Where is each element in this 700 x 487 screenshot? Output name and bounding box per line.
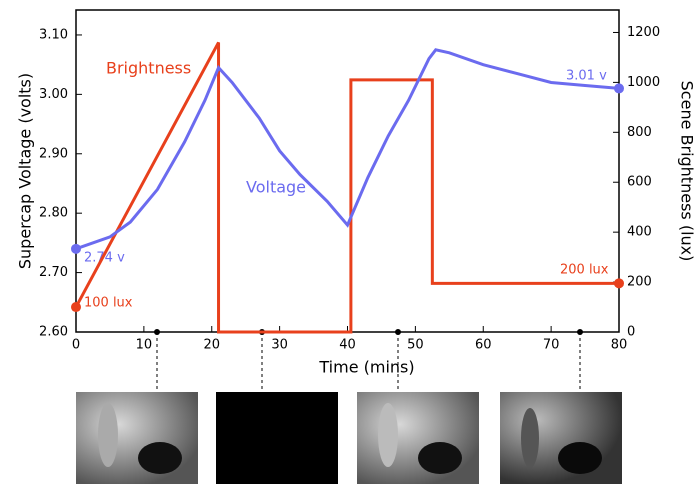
annotation: 200 lux (560, 263, 609, 278)
end-point (71, 302, 81, 313)
y2-tick-label: 0 (627, 325, 635, 340)
series-label: Brightness (106, 59, 191, 78)
x-tick-label: 20 (203, 338, 220, 353)
y2-tick-label: 600 (627, 175, 652, 190)
y2-tick-label: 800 (627, 125, 652, 140)
x-tick-label: 10 (136, 338, 153, 353)
x-tick-label: 70 (543, 338, 560, 353)
line (75, 48, 620, 251)
line (74, 41, 619, 334)
x-tick-label: 50 (407, 338, 424, 353)
annotation: 3.01 v (566, 69, 607, 84)
y2-tick-label: 400 (627, 225, 652, 240)
y-tick-label: 2.60 (39, 325, 68, 340)
y2-tick-label: 1200 (627, 25, 660, 40)
x-tick-label: 30 (271, 338, 288, 353)
x-tick-label: 40 (339, 338, 356, 353)
thumbnail-images (76, 392, 622, 484)
y-tick-label: 2.70 (39, 265, 68, 280)
x-axis-label: Time (mins) (318, 358, 414, 377)
end-point (614, 278, 624, 289)
x-tick-label: 0 (72, 338, 80, 353)
thumbnails (156, 332, 581, 392)
y-axis-label: Supercap Voltage (volts) (16, 73, 35, 269)
y2-axis-label: Scene Brightness (lux) (678, 81, 697, 262)
annotation: 100 lux (84, 296, 133, 311)
series-label: Voltage (246, 178, 306, 197)
y2-tick-label: 200 (627, 275, 652, 290)
y-tick-label: 2.80 (39, 206, 68, 221)
y-tick-label: 2.90 (39, 146, 68, 161)
x-tick-label: 60 (475, 338, 492, 353)
x-tick-label: 80 (611, 338, 628, 353)
y-tick-label: 3.10 (39, 27, 68, 42)
y2-tick-label: 1000 (627, 75, 660, 90)
annotation: 2.74 v (84, 251, 125, 266)
y-tick-label: 3.00 (39, 87, 68, 102)
end-point (71, 243, 81, 254)
end-point (614, 83, 624, 94)
